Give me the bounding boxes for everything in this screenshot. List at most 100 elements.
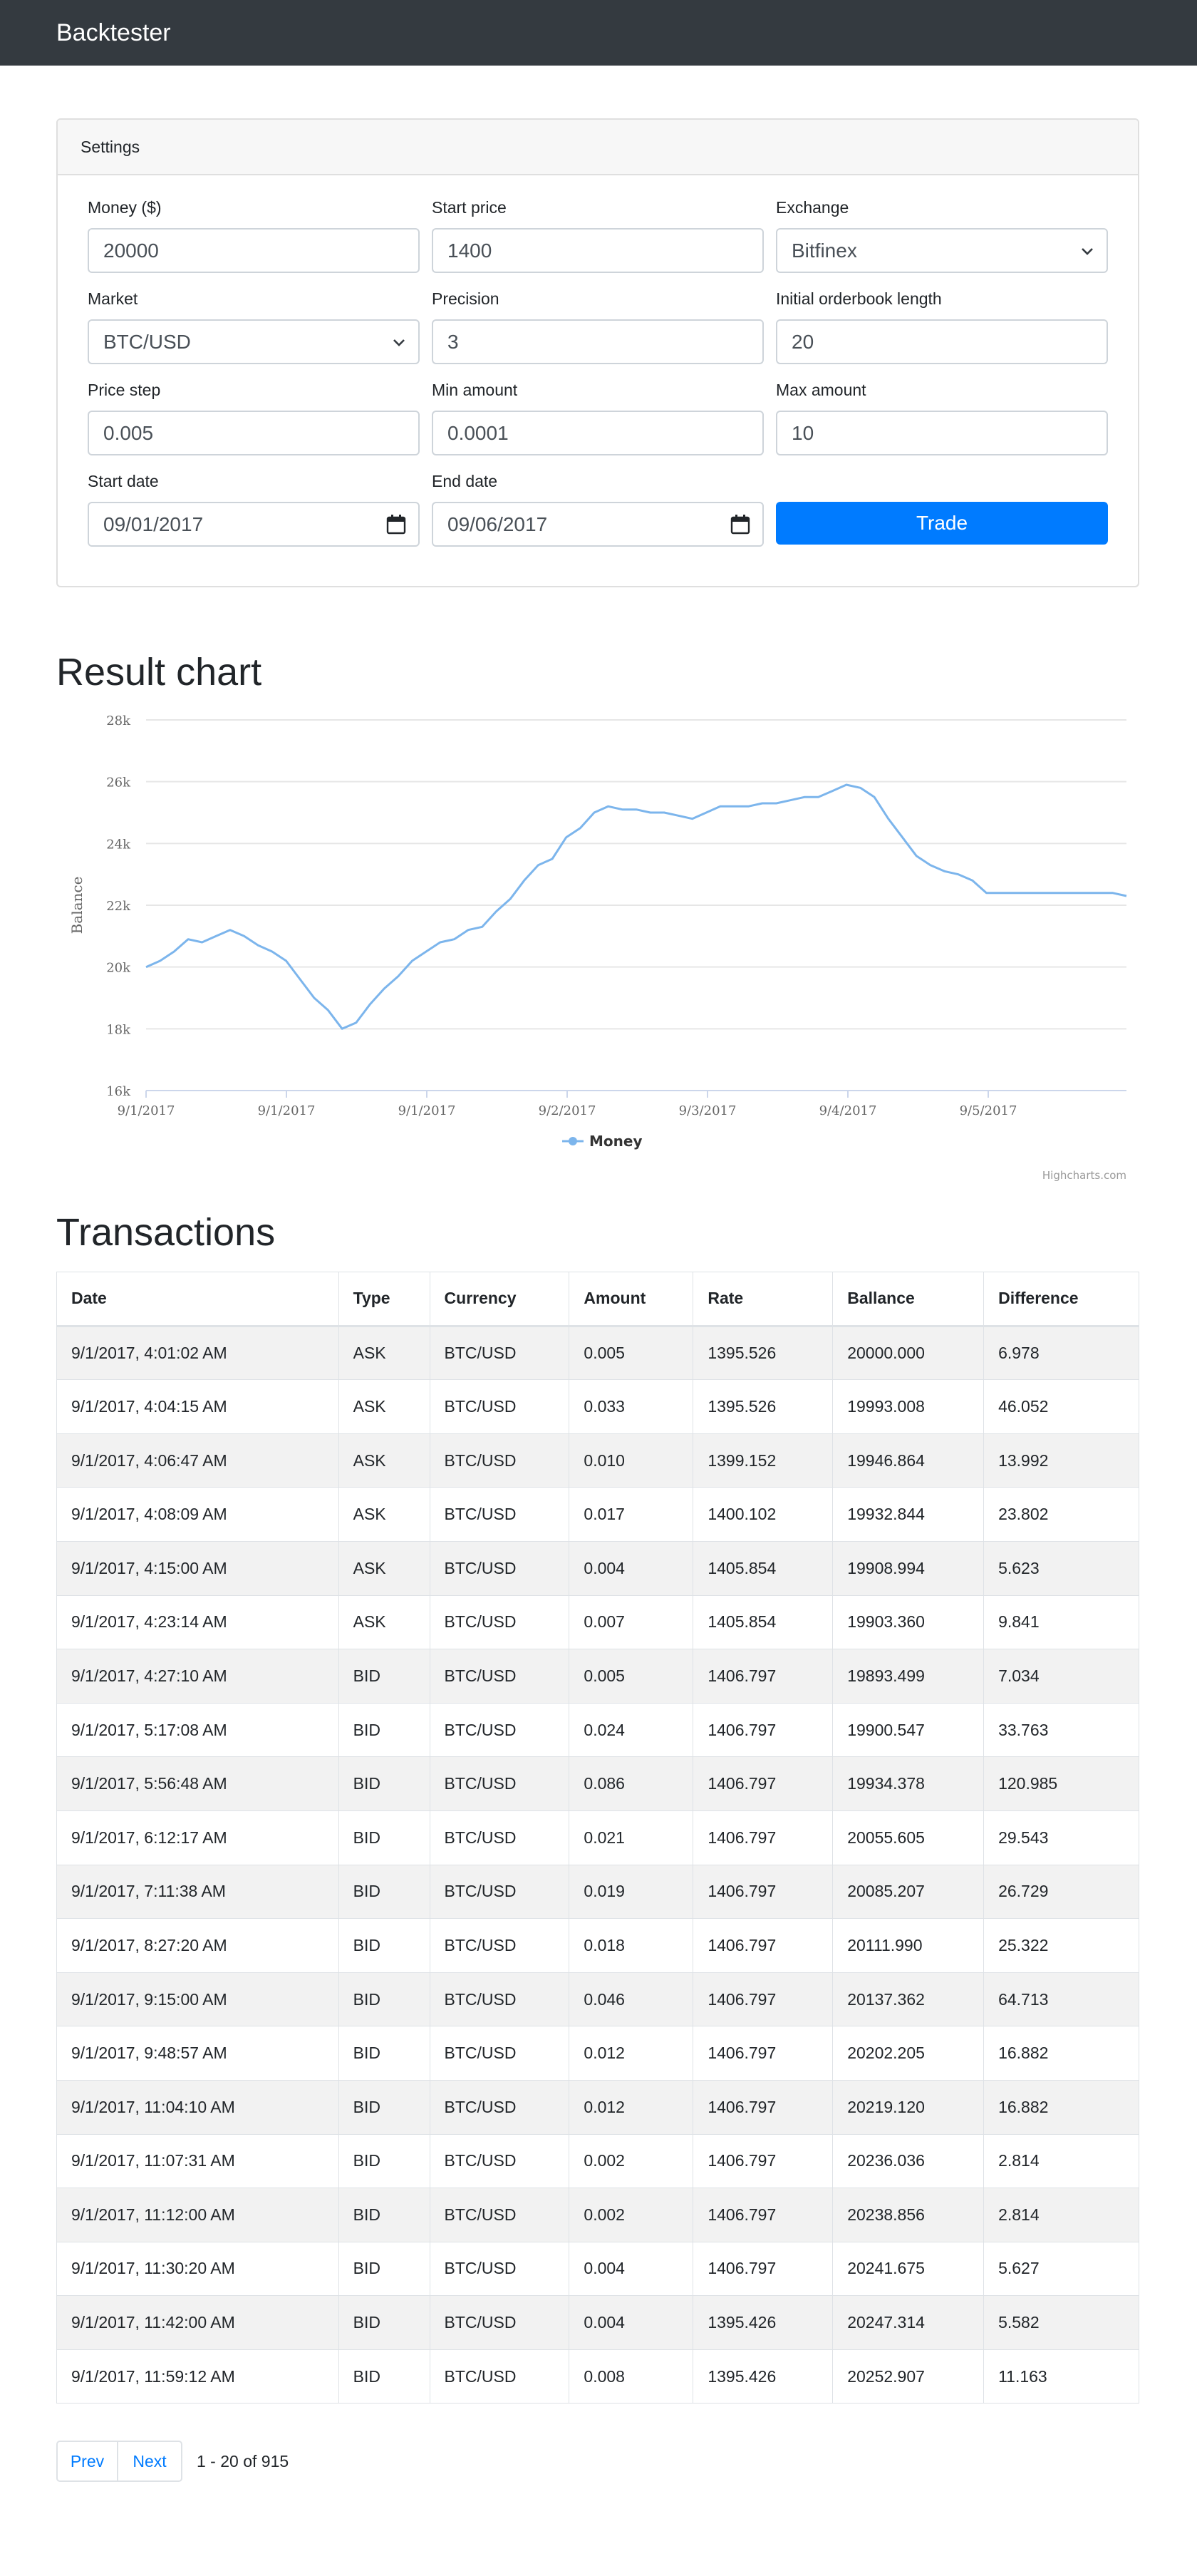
table-row: 9/1/2017, 8:27:20 AM BID BTC/USD 0.018 1406.… (56, 1918, 1139, 1973)
table-cell: 9/1/2017, 11:07:31 AM (56, 2133, 339, 2189)
navbar: Backtester (0, 0, 1197, 66)
trade-button[interactable]: Trade (776, 502, 1108, 545)
table-cell: 1406.797 (693, 2241, 834, 2297)
x-tick-label: 9/1/2017 (118, 1103, 175, 1118)
table-row: 9/1/2017, 7:11:38 AM BID BTC/USD 0.019 1406.… (56, 1864, 1139, 1920)
start-price-input[interactable]: 1400 (432, 228, 764, 273)
y-tick-label: 20k (106, 961, 131, 976)
table-cell: 64.713 (983, 1972, 1139, 2027)
market-value: BTC/USD (103, 331, 191, 353)
max-amount-input[interactable]: 10 (776, 411, 1108, 455)
table-cell: 19932.844 (832, 1487, 985, 1542)
y-tick-label: 28k (106, 713, 131, 728)
table-cell: 0.019 (569, 1864, 694, 1920)
table-cell: BTC/USD (429, 1810, 570, 1865)
money-input[interactable]: 20000 (88, 228, 420, 273)
end-date-input[interactable]: 09/06/2017 (432, 502, 764, 547)
calendar-icon[interactable] (730, 514, 751, 535)
table-cell: 9/1/2017, 4:01:02 AM (56, 1325, 339, 1381)
y-axis-title: Balance (68, 877, 86, 934)
table-cell: 20111.990 (832, 1918, 985, 1973)
market-field-group: Market BTC/USD (88, 288, 420, 379)
table-cell: ASK (338, 1540, 430, 1596)
price-step-label: Price step (88, 381, 161, 399)
table-cell: BTC/USD (429, 1487, 570, 1542)
table-cell: 19993.008 (832, 1379, 985, 1434)
table-cell: BID (338, 2133, 430, 2189)
table-cell: 0.005 (569, 1325, 694, 1381)
table-cell: 9/1/2017, 4:06:47 AM (56, 1433, 339, 1488)
table-row: 9/1/2017, 11:42:00 AM BID BTC/USD 0.004 1395… (56, 2295, 1139, 2350)
table-row: 9/1/2017, 11:07:31 AM BID BTC/USD 0.002 1406… (56, 2133, 1139, 2189)
table-cell: 11.163 (983, 2349, 1139, 2404)
table-row: 9/1/2017, 4:27:10 AM BID BTC/USD 0.005 1406.… (56, 1649, 1139, 1704)
y-tick-label: 16k (106, 1084, 131, 1099)
min-amount-input[interactable]: 0.0001 (432, 411, 764, 455)
price-step-input[interactable]: 0.005 (88, 411, 420, 455)
end-date-field-group: End date 09/06/2017 (432, 470, 764, 562)
table-cell: 26.729 (983, 1864, 1139, 1920)
table-cell: 23.802 (983, 1487, 1139, 1542)
x-tick-label: 9/3/2017 (679, 1103, 737, 1118)
table-cell: BTC/USD (429, 2133, 570, 2189)
table-cell: ASK (338, 1594, 430, 1650)
table-cell: 0.017 (569, 1487, 694, 1542)
column-header: Type (338, 1272, 430, 1327)
table-cell: 19900.547 (832, 1702, 985, 1758)
start-date-input[interactable]: 09/01/2017 (88, 502, 420, 547)
x-tick-label: 9/5/2017 (960, 1103, 1017, 1118)
orderbook-length-field-group: Initial orderbook length 20 (776, 288, 1108, 379)
column-header: Difference (983, 1272, 1139, 1327)
table-cell: 6.978 (983, 1325, 1139, 1381)
table-cell: BTC/USD (429, 1702, 570, 1758)
price-step-value: 0.005 (103, 422, 154, 444)
table-cell: 9/1/2017, 4:15:00 AM (56, 1540, 339, 1596)
exchange-field-group: Exchange Bitfinex (776, 197, 1108, 288)
precision-field-group: Precision 3 (432, 288, 764, 379)
table-cell: 20000.000 (832, 1325, 985, 1381)
table-cell: 13.992 (983, 1433, 1139, 1488)
table-cell: 9/1/2017, 8:27:20 AM (56, 1918, 339, 1973)
table-cell: 9/1/2017, 4:23:14 AM (56, 1594, 339, 1650)
table-cell: 20238.856 (832, 2188, 985, 2242)
y-tick-label: 22k (106, 899, 131, 914)
table-cell: BTC/USD (429, 1756, 570, 1811)
table-row: 9/1/2017, 11:59:12 AM BID BTC/USD 0.008 1395… (56, 2349, 1139, 2404)
exchange-label: Exchange (776, 198, 849, 217)
table-cell: 1406.797 (693, 2188, 834, 2242)
table-cell: 9/1/2017, 11:30:20 AM (56, 2241, 339, 2297)
prev-button[interactable]: Prev (56, 2441, 118, 2483)
legend-item-money: Money (589, 1133, 642, 1150)
table-cell: BTC/USD (429, 1918, 570, 1973)
precision-input[interactable]: 3 (432, 319, 764, 364)
table-cell: 19908.994 (832, 1540, 985, 1596)
table-cell: 9/1/2017, 11:12:00 AM (56, 2188, 339, 2242)
table-cell: 1406.797 (693, 1649, 834, 1704)
y-tick-label: 18k (106, 1022, 131, 1037)
x-tick-label: 9/4/2017 (819, 1103, 877, 1118)
pagination: Prev Next 1 - 20 of 915 (56, 2441, 1139, 2483)
table-cell: 46.052 (983, 1379, 1139, 1434)
table-head: Date Type Currency Amount Rate Ballance Differ… (56, 1272, 1139, 1327)
table-cell: 0.005 (569, 1649, 694, 1704)
precision-label: Precision (432, 289, 499, 308)
table-cell: 33.763 (983, 1702, 1139, 1758)
table-cell: BTC/USD (429, 2026, 570, 2081)
orderbook-length-input[interactable]: 20 (776, 319, 1108, 364)
next-button[interactable]: Next (118, 2441, 182, 2483)
market-select[interactable]: BTC/USD (88, 319, 420, 364)
transactions-heading: Transactions (56, 1211, 276, 1254)
table-cell: 1395.526 (693, 1379, 834, 1434)
brand[interactable]: Backtester (56, 19, 171, 46)
table-cell: 19934.378 (832, 1756, 985, 1811)
table-cell: 20241.675 (832, 2241, 985, 2297)
table-cell: 1405.854 (693, 1540, 834, 1596)
chart-credit: Highcharts.com (1042, 1169, 1126, 1182)
table-cell: 2.814 (983, 2188, 1139, 2242)
table-cell: BTC/USD (429, 1433, 570, 1488)
calendar-icon[interactable] (385, 514, 407, 535)
table-cell: 1395.426 (693, 2349, 834, 2404)
table-cell: 5.582 (983, 2295, 1139, 2350)
table-cell: BTC/USD (429, 2188, 570, 2242)
exchange-select[interactable]: Bitfinex (776, 228, 1108, 273)
